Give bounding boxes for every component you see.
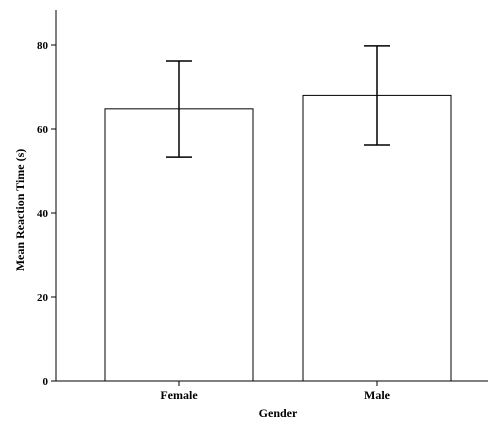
x-ticks-layer: Female Male: [160, 381, 391, 402]
error-bars-layer: [166, 45, 390, 158]
y-axis-label: Mean Reaction Time (s): [13, 149, 27, 272]
y-tick-label: 20: [37, 292, 49, 304]
y-tick-label: 60: [37, 124, 49, 136]
x-axis-label: Gender: [259, 406, 298, 420]
x-tick-label: Male: [364, 388, 391, 402]
y-ticks-layer: 0 20 40 60 80: [37, 40, 56, 388]
y-tick-label: 0: [43, 376, 49, 388]
y-tick-label: 40: [37, 208, 49, 220]
y-tick-label: 80: [37, 40, 49, 52]
x-tick-label: Female: [160, 388, 198, 402]
